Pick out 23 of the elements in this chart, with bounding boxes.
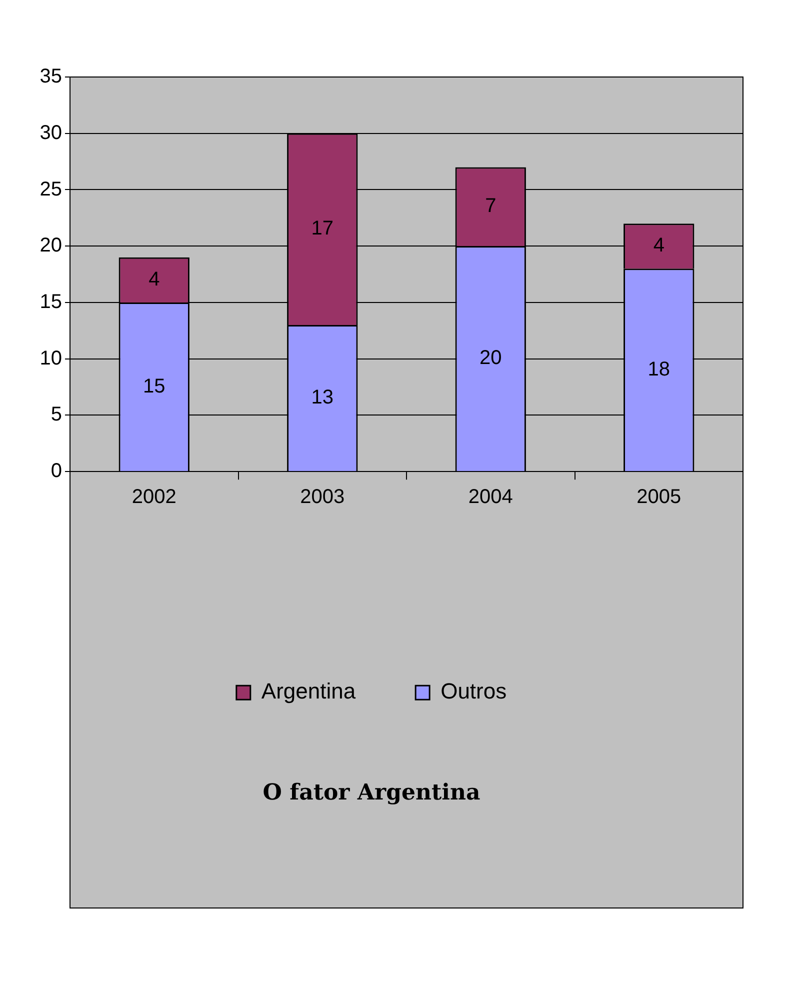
y-tick-label: 25 — [40, 178, 62, 200]
data-label: 4 — [653, 234, 664, 257]
y-tick-label: 0 — [50, 460, 62, 482]
data-label: 20 — [480, 347, 502, 370]
legend-label: Outros — [440, 678, 507, 704]
legend-label: Argentina — [261, 678, 356, 704]
text: O fator Argentina — [262, 780, 480, 806]
y-tick-label: 10 — [40, 347, 62, 370]
x-tick-label: 2004 — [468, 486, 513, 508]
data-label: 13 — [311, 386, 334, 409]
y-tick-label: 35 — [40, 66, 62, 88]
data-label: 7 — [485, 195, 496, 218]
y-tick-label: 5 — [50, 404, 62, 426]
y-tick-label: 15 — [40, 291, 62, 313]
data-label: 15 — [143, 375, 166, 398]
y-tick-label: 30 — [40, 122, 62, 144]
x-tick-label: 2002 — [132, 486, 176, 508]
x-tick-label: 2005 — [636, 486, 682, 508]
y-tick-label: 20 — [40, 234, 62, 257]
data-label: 17 — [311, 218, 334, 240]
data-label: 4 — [148, 268, 160, 290]
data-label: 18 — [648, 358, 670, 380]
x-tick-label: 2003 — [300, 486, 345, 508]
